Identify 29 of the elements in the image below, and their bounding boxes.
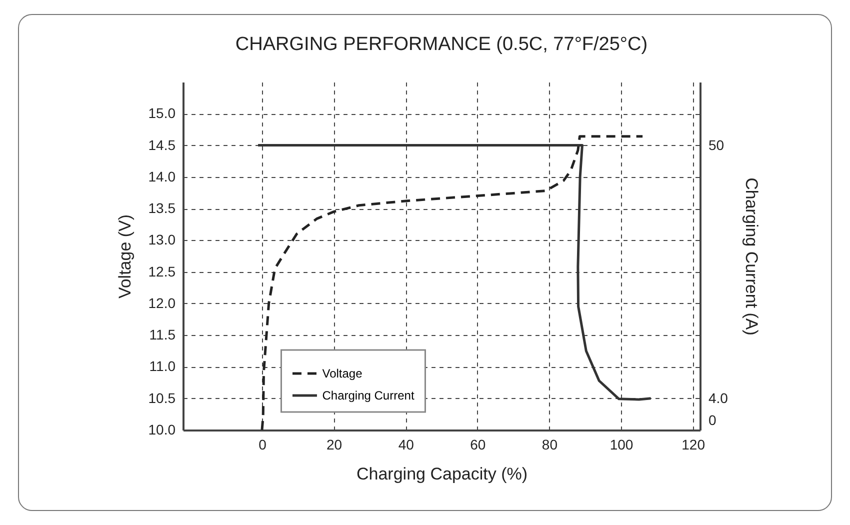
- y-tick-label: 13.0: [148, 232, 176, 248]
- y-tick-label: 11.0: [149, 358, 176, 374]
- y-tick-label: 10.0: [148, 422, 176, 438]
- legend-label: Voltage: [322, 366, 363, 380]
- x-tick-label: 120: [682, 436, 706, 452]
- y-tick-label: 12.0: [148, 294, 176, 311]
- y-tick-label: 10.5: [148, 390, 176, 406]
- y-tick-label: 14.0: [148, 168, 176, 184]
- x-tick-label: 40: [398, 436, 414, 452]
- x-tick-label: 60: [470, 436, 486, 452]
- y-tick-label: 14.5: [148, 136, 176, 153]
- y-tick-label: 12.5: [148, 263, 176, 280]
- x-tick-label: 80: [542, 436, 558, 452]
- x-tick-label: 20: [326, 436, 342, 452]
- y-axis-title: Voltage (V): [115, 214, 134, 299]
- x-axis-title: Charging Capacity (%): [356, 464, 528, 484]
- y-tick-label: 13.5: [148, 200, 176, 216]
- x-tick-label: 0: [258, 436, 267, 452]
- line-series: [256, 144, 652, 401]
- y-tick-label: 15.0: [148, 105, 176, 122]
- y2-tick-label: 0: [708, 412, 716, 428]
- y2-axis-title: Charging Current (A): [742, 178, 761, 336]
- legend-label: Charging Current: [322, 388, 415, 402]
- chart-title: CHARGING PERFORMANCE (0.5C, 77°F/25°C): [235, 34, 648, 55]
- line-series: [260, 135, 644, 432]
- y2-tick-label: 4.0: [708, 390, 728, 406]
- x-tick-label: 100: [610, 436, 634, 452]
- y2-tick-label: 50: [708, 136, 724, 153]
- y-tick-label: 11.5: [149, 326, 176, 343]
